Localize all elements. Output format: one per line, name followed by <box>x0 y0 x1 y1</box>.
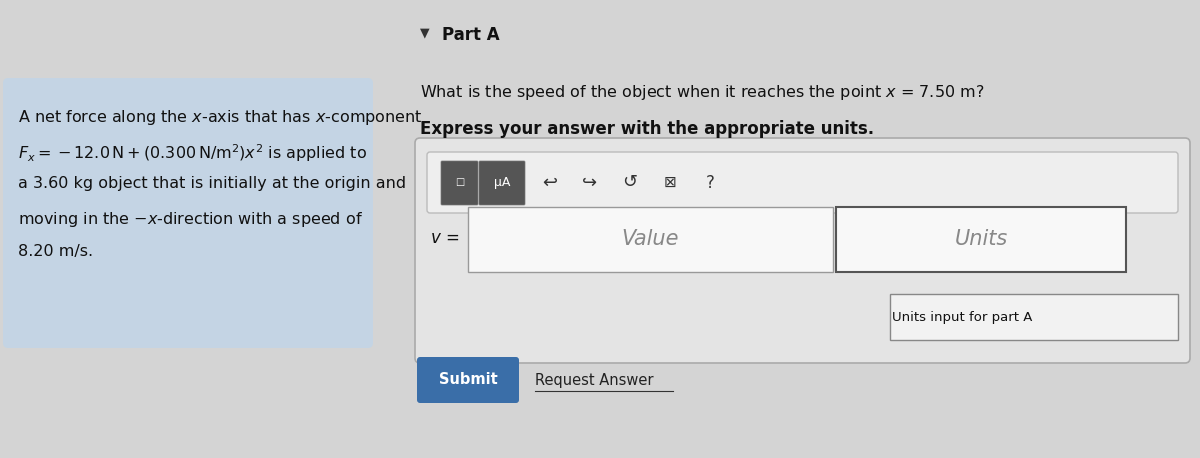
Text: □: □ <box>455 178 464 187</box>
FancyBboxPatch shape <box>427 152 1178 213</box>
Text: Request Answer: Request Answer <box>535 372 654 387</box>
FancyBboxPatch shape <box>442 161 478 205</box>
Text: moving in the $-x$-direction with a speed of: moving in the $-x$-direction with a spee… <box>18 210 362 229</box>
FancyBboxPatch shape <box>836 207 1126 272</box>
Text: Units input for part A: Units input for part A <box>892 311 1032 323</box>
Text: $v$ =: $v$ = <box>430 229 460 247</box>
FancyBboxPatch shape <box>479 161 526 205</box>
Text: ⊠: ⊠ <box>664 175 677 190</box>
Text: Value: Value <box>622 229 679 249</box>
Text: ↪: ↪ <box>582 174 598 191</box>
Text: What is the speed of the object when it reaches the point $x$ = 7.50 m?: What is the speed of the object when it … <box>420 83 984 102</box>
Text: Express your answer with the appropriate units.: Express your answer with the appropriate… <box>420 120 874 138</box>
Text: 8.20 m/s.: 8.20 m/s. <box>18 244 94 259</box>
Text: Submit: Submit <box>439 372 497 387</box>
FancyBboxPatch shape <box>2 78 373 348</box>
Text: ↩: ↩ <box>542 174 558 191</box>
FancyBboxPatch shape <box>415 138 1190 363</box>
Text: μA: μA <box>494 176 510 189</box>
Text: A net force along the $x$-axis that has $x$-component: A net force along the $x$-axis that has … <box>18 108 422 127</box>
Text: Part A: Part A <box>442 26 499 44</box>
FancyBboxPatch shape <box>468 207 833 272</box>
Text: $F_x = -12.0\,\mathrm{N} + (0.300\,\mathrm{N/m^2})x^2$ is applied to: $F_x = -12.0\,\mathrm{N} + (0.300\,\math… <box>18 142 367 164</box>
Text: a 3.60 kg object that is initially at the origin and: a 3.60 kg object that is initially at th… <box>18 176 406 191</box>
FancyBboxPatch shape <box>890 294 1178 340</box>
Text: ▼: ▼ <box>420 26 430 39</box>
Text: ?: ? <box>706 174 714 191</box>
FancyBboxPatch shape <box>418 357 520 403</box>
Text: Units: Units <box>954 229 1008 249</box>
Text: ↺: ↺ <box>623 174 637 191</box>
